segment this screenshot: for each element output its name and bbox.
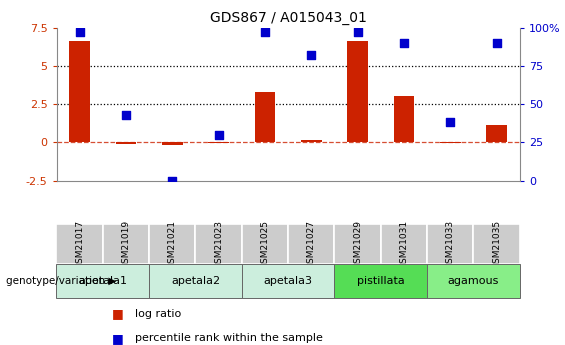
Bar: [427, 224, 473, 264]
Bar: [440, 142, 460, 143]
Text: apetala1: apetala1: [79, 276, 127, 286]
Text: log ratio: log ratio: [135, 309, 181, 318]
Point: [399, 40, 408, 46]
Text: GSM21019: GSM21019: [121, 219, 131, 269]
Text: GSM21033: GSM21033: [446, 219, 455, 269]
Bar: [473, 224, 520, 264]
Point: [75, 29, 84, 35]
Bar: [56, 264, 149, 298]
Bar: [149, 264, 242, 298]
Text: GSM21023: GSM21023: [214, 219, 223, 269]
Bar: [334, 264, 427, 298]
Point: [168, 178, 177, 183]
Text: GSM21031: GSM21031: [399, 219, 408, 269]
Bar: [103, 224, 149, 264]
Bar: [347, 41, 368, 142]
Bar: [162, 142, 182, 145]
Bar: [486, 126, 507, 142]
Bar: [69, 41, 90, 142]
Point: [260, 29, 270, 35]
Text: genotype/variation ▶: genotype/variation ▶: [6, 276, 116, 286]
Bar: [149, 224, 195, 264]
Bar: [394, 96, 414, 142]
Text: GSM21017: GSM21017: [75, 219, 84, 269]
Point: [492, 40, 501, 46]
Bar: [427, 264, 520, 298]
Text: percentile rank within the sample: percentile rank within the sample: [135, 333, 323, 343]
Text: GSM21035: GSM21035: [492, 219, 501, 269]
Text: pistillata: pistillata: [357, 276, 405, 286]
Bar: [288, 224, 334, 264]
Bar: [334, 224, 381, 264]
Text: GSM21025: GSM21025: [260, 219, 270, 269]
Bar: [56, 224, 103, 264]
Text: agamous: agamous: [448, 276, 499, 286]
Bar: [208, 142, 229, 143]
Point: [307, 52, 316, 58]
Bar: [381, 224, 427, 264]
Bar: [195, 224, 242, 264]
Point: [214, 132, 223, 137]
Bar: [242, 224, 288, 264]
Text: ■: ■: [112, 332, 124, 345]
Text: apetala2: apetala2: [171, 276, 220, 286]
Title: GDS867 / A015043_01: GDS867 / A015043_01: [210, 11, 367, 25]
Text: apetala3: apetala3: [264, 276, 312, 286]
Text: GSM21029: GSM21029: [353, 219, 362, 269]
Point: [446, 120, 455, 125]
Point: [121, 112, 131, 118]
Bar: [255, 92, 275, 142]
Text: GSM21021: GSM21021: [168, 219, 177, 269]
Bar: [242, 264, 334, 298]
Text: ■: ■: [112, 307, 124, 320]
Text: GSM21027: GSM21027: [307, 219, 316, 269]
Point: [353, 29, 362, 35]
Bar: [116, 142, 136, 144]
Bar: [301, 140, 321, 142]
